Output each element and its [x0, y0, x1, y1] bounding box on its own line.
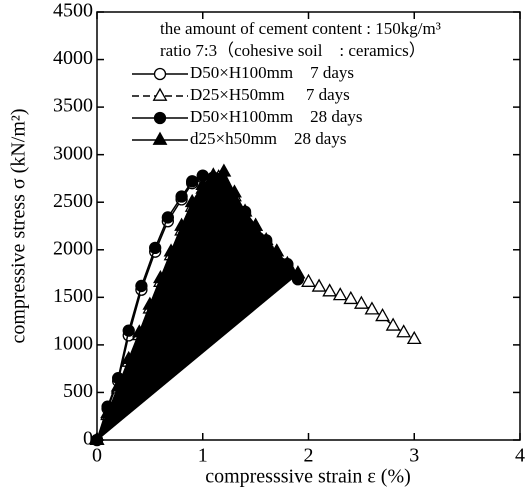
y-axis-label: compressive stress σ (kN/m²)	[8, 108, 30, 343]
legend-marker	[152, 87, 168, 101]
marker	[195, 176, 211, 190]
legend-marker	[152, 131, 168, 145]
y-tick-label: 500	[63, 380, 93, 402]
y-tick-label: 4500	[53, 0, 93, 22]
marker	[311, 278, 327, 292]
marker	[142, 296, 158, 310]
legend-label: D50×H100mm 28 days	[190, 107, 363, 126]
marker	[135, 279, 148, 293]
y-tick-label: 0	[83, 428, 93, 450]
marker	[301, 273, 316, 287]
marker	[175, 190, 188, 203]
x-tick-label: 2	[304, 445, 314, 467]
x-tick-label: 0	[92, 445, 102, 467]
marker	[153, 269, 168, 284]
marker	[174, 217, 190, 231]
marker	[248, 217, 264, 231]
marker	[364, 301, 380, 315]
y-tick-label: 3000	[53, 142, 93, 164]
legend-label: D50×H100mm 7 days	[190, 63, 354, 82]
marker	[375, 308, 390, 322]
annotation: ratio 7:3（cohesive soil : ceramics）	[160, 41, 426, 60]
marker	[332, 287, 348, 301]
legend-label: d25×h50mm 28 days	[190, 129, 346, 148]
annotation: the amount of cement content : 150kg/m³	[160, 19, 441, 38]
marker	[161, 211, 175, 224]
marker	[122, 324, 135, 337]
x-tick-label: 1	[198, 445, 208, 467]
marker	[343, 290, 359, 305]
y-tick-label: 2000	[53, 237, 93, 259]
y-tick-label: 1000	[53, 332, 93, 354]
x-tick-label: 3	[409, 445, 419, 467]
y-tick-label: 1500	[53, 285, 93, 307]
marker	[406, 330, 422, 345]
marker	[184, 193, 200, 208]
marker	[163, 243, 179, 257]
marker	[89, 431, 105, 445]
x-axis-label: compresssive strain ε (%)	[205, 466, 411, 488]
marker	[269, 243, 285, 257]
marker	[149, 241, 162, 255]
marker	[186, 175, 199, 188]
marker	[121, 350, 137, 365]
marker	[353, 295, 369, 309]
marker	[131, 324, 147, 338]
y-tick-label: 4000	[53, 47, 93, 69]
legend-marker	[153, 111, 167, 125]
x-tick-label: 4	[515, 445, 525, 467]
marker	[110, 378, 126, 392]
marker	[205, 167, 221, 181]
marker	[396, 324, 412, 338]
marker	[322, 283, 338, 297]
marker	[385, 317, 401, 331]
marker	[100, 405, 115, 419]
marker	[258, 231, 274, 246]
area	[96, 171, 299, 441]
marker	[216, 163, 232, 177]
marker	[279, 255, 295, 269]
legend-marker	[153, 67, 167, 81]
y-tick-label: 3500	[53, 95, 93, 117]
marker	[237, 203, 253, 217]
legend-label: D25×H50mm 7 days	[190, 85, 350, 104]
y-tick-label: 2500	[53, 190, 93, 212]
marker	[290, 265, 306, 279]
marker	[227, 184, 242, 198]
